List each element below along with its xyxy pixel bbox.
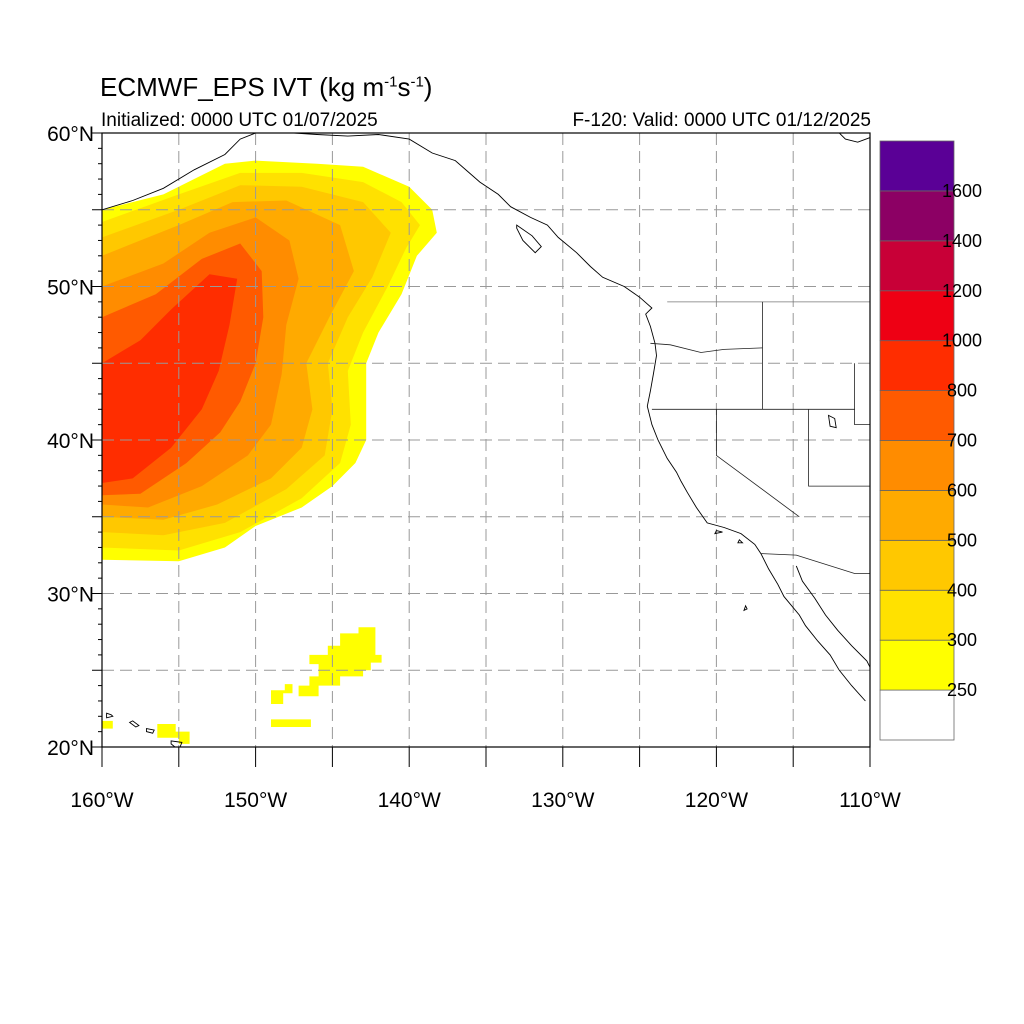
island-outline (146, 728, 155, 734)
lon-tick-label: 120°W (685, 789, 748, 812)
colorbar-swatch (879, 290, 955, 342)
colorbar-swatch (879, 190, 955, 242)
valid-time-label: F-120: Valid: 0000 UTC 01/12/2025 (572, 110, 871, 131)
state-border (808, 409, 870, 487)
coastline-north (838, 133, 870, 143)
colorbar-label: 500 (947, 530, 977, 550)
colorbar-label: 600 (947, 480, 977, 500)
coastline-alaska (102, 133, 256, 211)
lon-tick-label: 160°W (70, 789, 133, 812)
colorbar-swatch (879, 490, 955, 541)
ivt-blob (298, 627, 382, 697)
lon-tick-label: 140°W (378, 789, 441, 812)
colorbar-label: 400 (947, 580, 977, 600)
colorbar-label: 1600 (942, 181, 982, 201)
state-border (650, 342, 763, 353)
colorbar-swatch (879, 240, 955, 292)
island-outline (714, 530, 723, 535)
colorbar-label: 1200 (942, 281, 982, 301)
lat-tick-label: 50°N (47, 277, 94, 300)
coastlines-borders (102, 133, 870, 747)
colorbar-swatch (879, 539, 955, 591)
lat-tick-label: 30°N (47, 584, 94, 607)
ivt-blob (271, 719, 311, 727)
island-outline (516, 224, 542, 254)
lat-tick-label: 60°N (47, 123, 94, 146)
lat-lon-grid (102, 133, 870, 747)
colorbar-label: 700 (947, 431, 977, 451)
state-border (760, 553, 870, 574)
map-title: ECMWF_EPS IVT (kg m-1s-1) (100, 72, 433, 102)
ivt-shading (102, 160, 437, 744)
colorbar-label: 800 (947, 381, 977, 401)
lon-tick-label: 130°W (531, 789, 594, 812)
colorbar-label: 1000 (942, 331, 982, 351)
ivt-blob (102, 720, 113, 729)
lat-tick-label: 40°N (47, 430, 94, 453)
ivt-contour-ring_800 (102, 274, 238, 483)
lon-tick-label: 150°W (224, 789, 287, 812)
colorbar-swatch (879, 390, 955, 441)
colorbar-label: 250 (947, 680, 977, 700)
island-outline (128, 720, 140, 728)
ivt-blob (157, 724, 190, 744)
axis-ticks: 160°W 150°W 140°W 130°W 120°W 110°W 20°N 30°N 40… (47, 123, 901, 812)
colorbar-swatch (879, 589, 955, 641)
island-outline (106, 712, 114, 719)
state-border (716, 409, 800, 518)
coastline-west-coast (293, 133, 866, 702)
state-border (854, 363, 870, 426)
colorbar-swatch (879, 639, 955, 691)
colorbar-label: 300 (947, 630, 977, 650)
colorbar-label: 1400 (942, 231, 982, 251)
lake-outline (827, 414, 837, 429)
lat-tick-label: 20°N (47, 737, 94, 760)
island-outline (737, 539, 744, 544)
colorbar: 250 300 400 500 600 700 800 1000 1200 1400 1600 (879, 140, 982, 741)
island-outline (170, 740, 183, 747)
init-time-label: Initialized: 0000 UTC 01/07/2025 (101, 110, 378, 131)
colorbar-swatch (879, 140, 955, 192)
island-outline (743, 604, 748, 612)
ivt-blob (271, 684, 293, 704)
colorbar-swatch (879, 440, 955, 491)
lon-tick-label: 110°W (839, 789, 901, 812)
colorbar-swatch (879, 689, 955, 741)
coastline-gulf-of-california (795, 565, 870, 668)
